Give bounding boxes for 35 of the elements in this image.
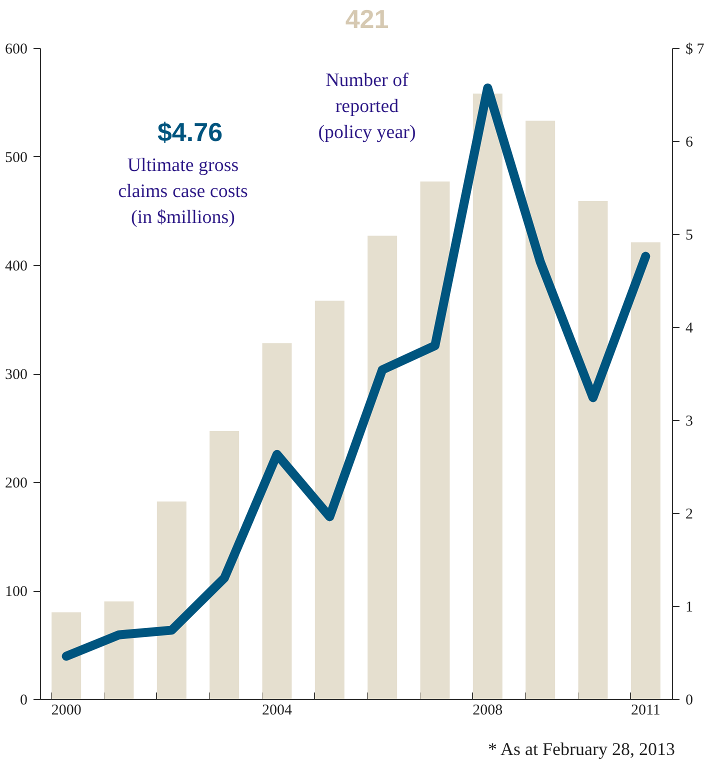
x-tick-label: 2008 — [472, 702, 503, 718]
y-tick-label: 400 — [5, 258, 28, 274]
text: * As at February 28, 2013 — [488, 739, 675, 759]
y-tick-label: 300 — [5, 367, 28, 383]
y-tick-label: 100 — [5, 584, 28, 600]
y2-tick-label: 4 — [686, 320, 694, 336]
y-tick-label: 0 — [20, 692, 28, 708]
y2-tick-label: 0 — [686, 692, 693, 708]
bar — [472, 94, 502, 699]
y2-tick-label: $ 7 — [686, 42, 705, 58]
y2-tick-label: 2 — [686, 506, 693, 522]
y2-tick-label: 5 — [686, 228, 693, 244]
y-tick-label: 200 — [5, 476, 28, 492]
y2-tick-label: 3 — [686, 414, 693, 430]
bar — [578, 200, 608, 699]
annotation: Ultimate gross claims case costs (in $millions) — [118, 155, 248, 228]
bar — [156, 502, 186, 699]
bar — [630, 242, 660, 699]
x-tick-label: 2011 — [630, 702, 660, 718]
y-tick-label: 500 — [5, 150, 28, 166]
text: 421 — [345, 4, 389, 34]
y2-tick-label: 1 — [686, 600, 693, 616]
annotation: $4.76 — [157, 117, 223, 147]
annotation: Number of reported (policy year) — [318, 70, 416, 143]
x-tick-label: 2004 — [262, 702, 292, 718]
bar — [526, 120, 556, 699]
bar — [262, 343, 292, 699]
bar — [52, 612, 82, 699]
bar — [210, 431, 240, 699]
y-tick-label: 600 — [5, 42, 28, 58]
bar — [420, 181, 450, 699]
y2-tick-label: 6 — [686, 134, 694, 150]
bar — [368, 236, 398, 699]
bar — [314, 300, 344, 699]
x-tick-label: 2000 — [51, 702, 82, 718]
